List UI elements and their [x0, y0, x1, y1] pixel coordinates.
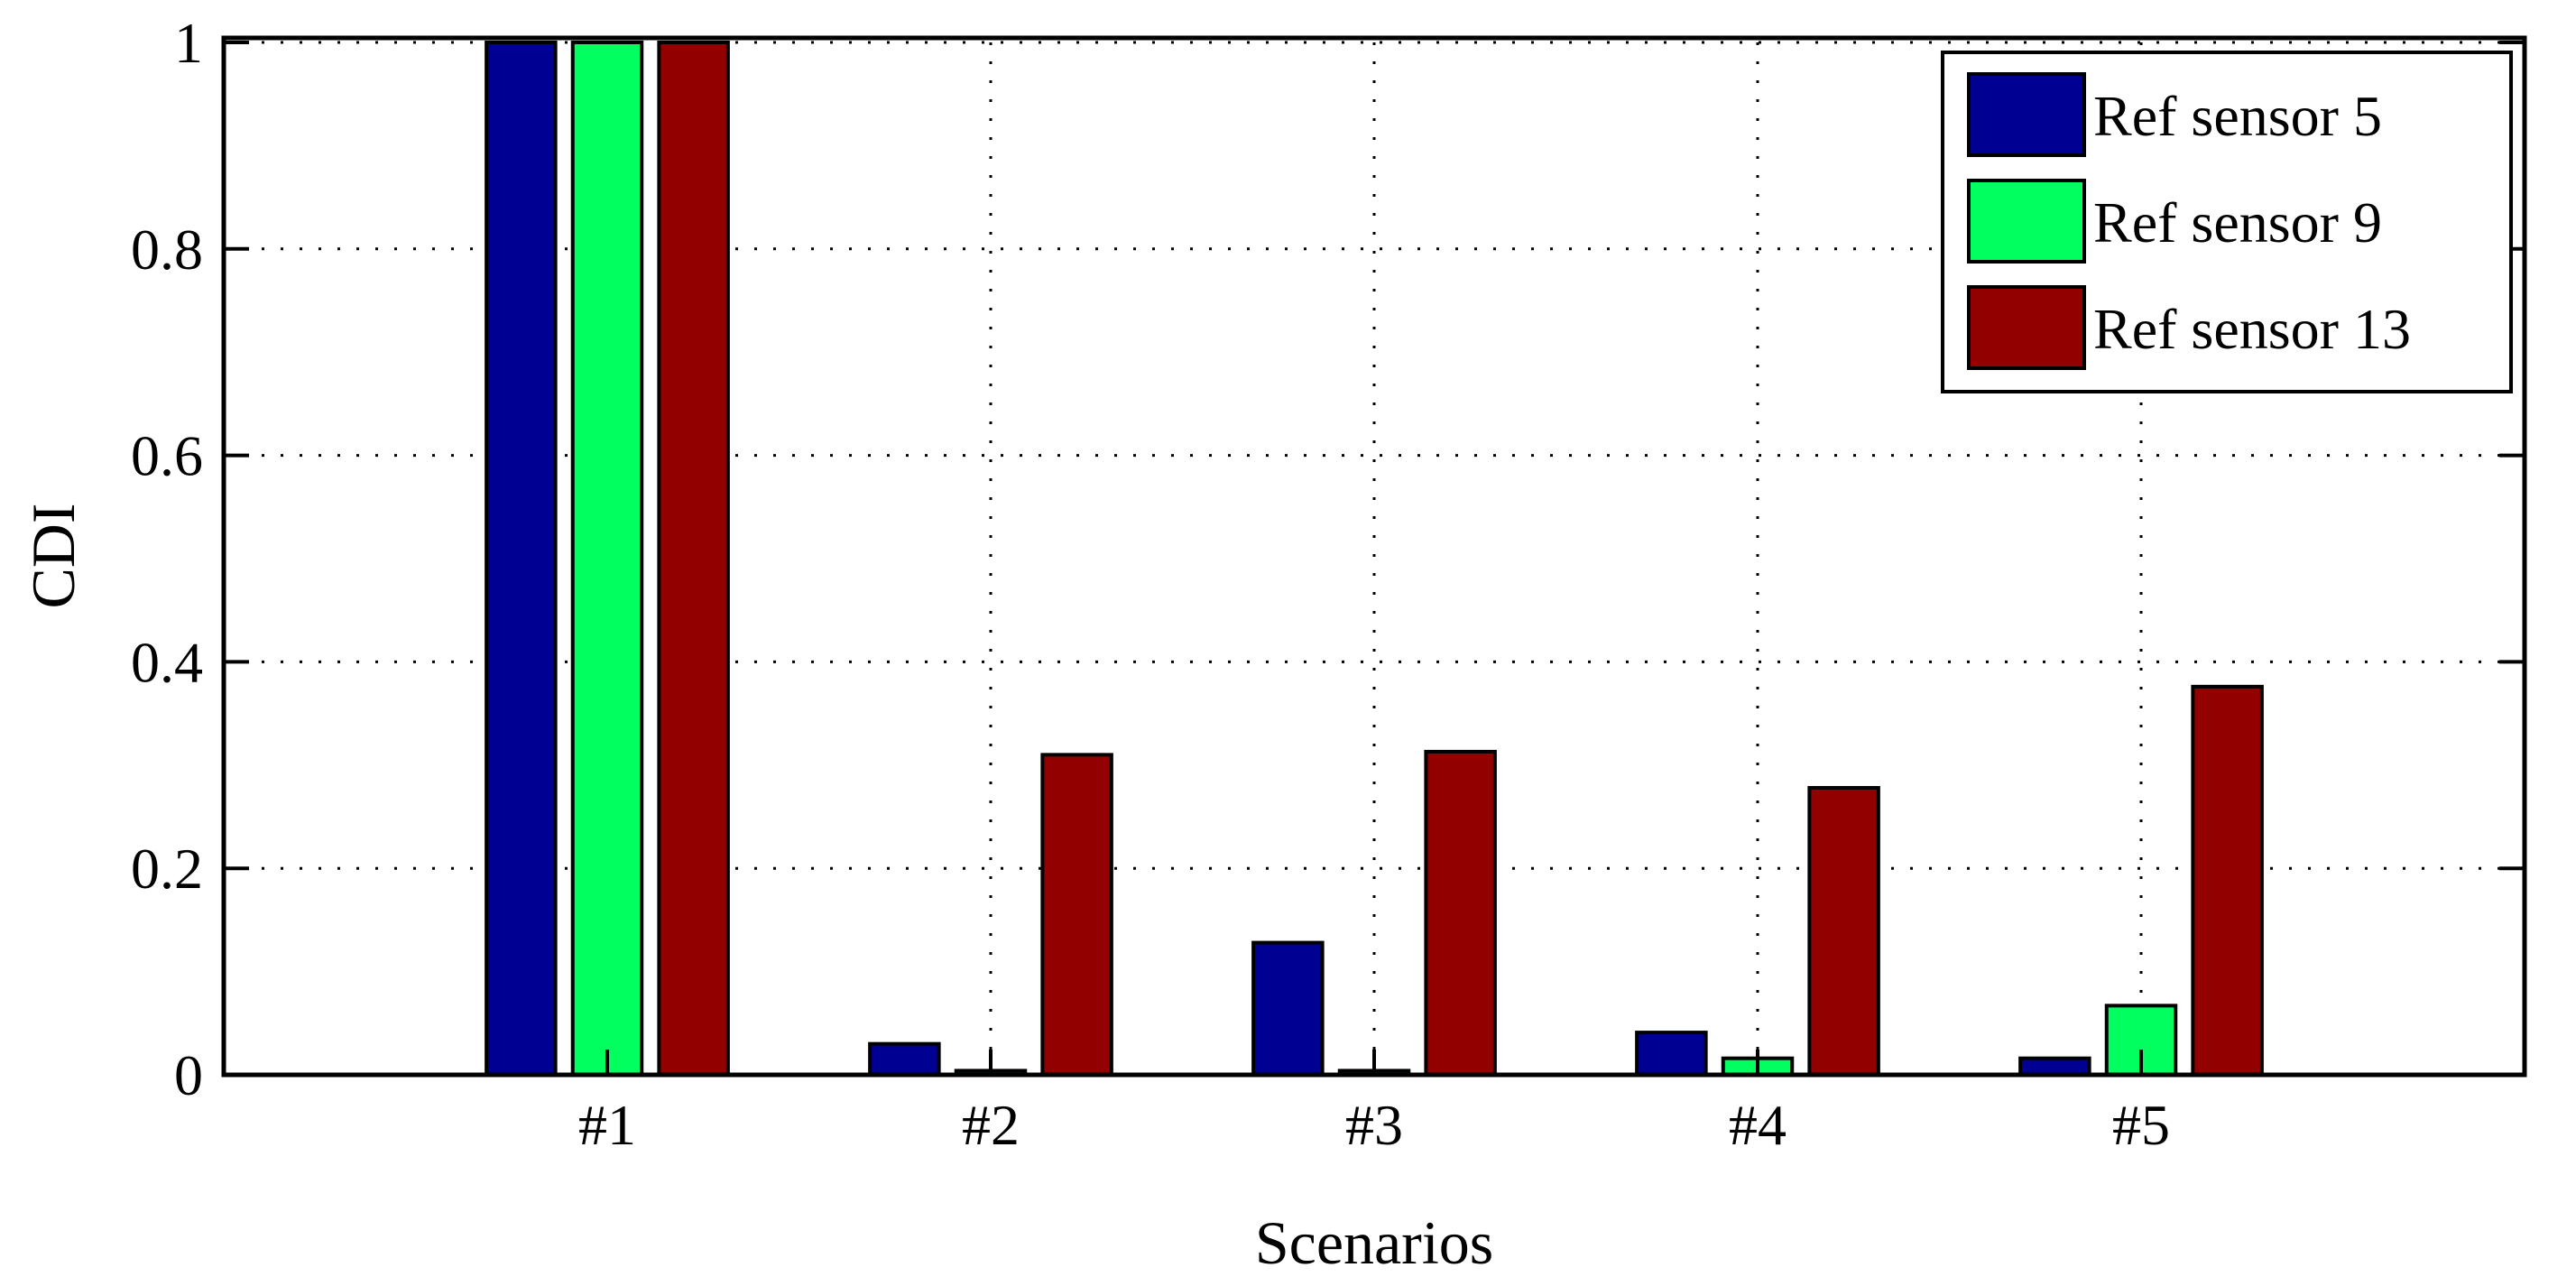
- x-axis-label: Scenarios: [1255, 1208, 1493, 1277]
- bar-ref-sensor-5-1: [485, 41, 558, 1077]
- legend: Ref sensor 5 Ref sensor 9 Ref sensor 13: [1941, 51, 2513, 393]
- bar-ref-sensor-5-5: [2018, 1056, 2091, 1078]
- legend-swatch: [1967, 285, 2086, 370]
- y-tick-label: 0.6: [131, 424, 203, 488]
- legend-swatch: [1967, 179, 2086, 264]
- x-tick-label: #2: [962, 1093, 1020, 1157]
- legend-label: Ref sensor 13: [2093, 297, 2411, 361]
- x-tick-label: #5: [2112, 1093, 2170, 1157]
- bar-ref-sensor-13-2: [1040, 753, 1113, 1077]
- y-tick-label: 1: [174, 11, 203, 75]
- y-tick-label: 0.2: [131, 837, 203, 901]
- bar-ref-sensor-5-4: [1635, 1031, 1708, 1077]
- x-tick-label: #4: [1729, 1093, 1787, 1157]
- bar-ref-sensor-5-3: [1251, 940, 1325, 1077]
- bar-ref-sensor-13-3: [1424, 749, 1497, 1077]
- y-tick-label: 0: [174, 1043, 203, 1107]
- legend-swatch: [1967, 72, 2086, 157]
- y-axis-ticks: 0 0.2 0.4 0.6 0.8 1: [131, 11, 2525, 1107]
- bars: [485, 41, 2264, 1078]
- legend-label: Ref sensor 9: [2093, 190, 2382, 254]
- bar-ref-sensor-13-5: [2191, 684, 2264, 1078]
- x-tick-label: #1: [578, 1093, 636, 1157]
- bar-ref-sensor-5-2: [868, 1041, 941, 1078]
- y-axis-label: CDI: [19, 503, 88, 608]
- bar-ref-sensor-9-1: [570, 41, 644, 1077]
- x-axis-ticks: #1 #2 #3 #4 #5: [578, 1050, 2170, 1157]
- y-tick-label: 0.4: [131, 630, 203, 694]
- legend-label: Ref sensor 5: [2093, 84, 2382, 148]
- bar-ref-sensor-13-4: [1807, 785, 1880, 1078]
- bar-ref-sensor-13-1: [657, 41, 730, 1077]
- x-tick-label: #3: [1345, 1093, 1403, 1157]
- y-tick-label: 0.8: [131, 217, 203, 282]
